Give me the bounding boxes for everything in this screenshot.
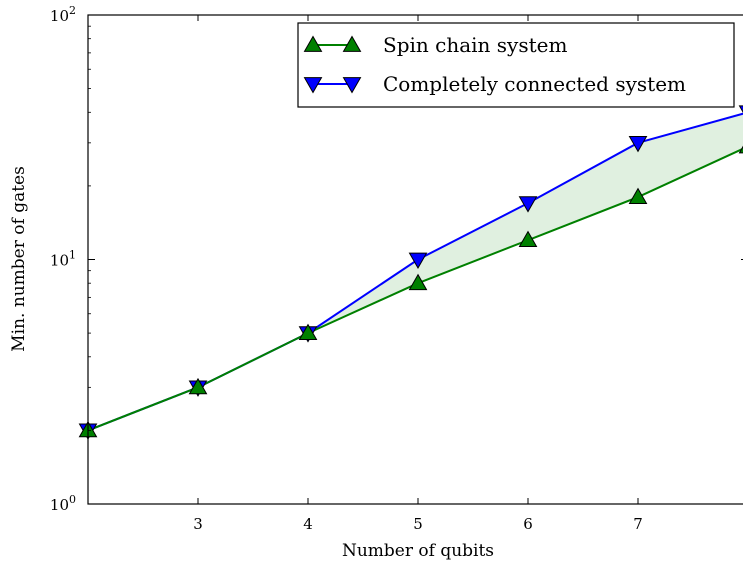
x-tick-label: 7	[633, 515, 643, 533]
x-tick-label: 3	[193, 515, 203, 533]
x-axis-label: Number of qubits	[342, 541, 494, 561]
x-tick-label: 6	[523, 515, 533, 533]
legend: Spin chain system Completely connected sy…	[297, 22, 735, 108]
data-point-spin-chain	[518, 230, 538, 248]
fill-between-polygon	[88, 113, 743, 431]
legend-marker	[342, 35, 362, 52]
y-tick-label: 101	[50, 249, 76, 270]
y-axis-label: Min. number of gates	[9, 166, 29, 352]
y-tick-label: 100	[50, 493, 76, 514]
fill-between-area	[88, 113, 743, 431]
data-point-completely-connected	[738, 105, 743, 114]
data-point-spin-chain	[408, 273, 428, 291]
legend-marker	[342, 77, 362, 94]
x-tick-label: 4	[303, 515, 313, 533]
data-point-spin-chain	[628, 187, 648, 204]
legend-label: Spin chain system	[383, 33, 567, 57]
data-point-completely-connected	[408, 252, 428, 270]
legend-label: Completely connected system	[383, 72, 686, 96]
data-point-spin-chain	[298, 323, 318, 340]
data-point-completely-connected	[628, 135, 648, 153]
y-tick-label: 102	[50, 4, 76, 25]
axis-ticks: 3 4 5 6 7 100 101 102	[50, 4, 743, 533]
x-tick-label: 5	[413, 515, 423, 533]
legend-box	[297, 22, 735, 108]
series-markers	[78, 105, 743, 440]
legend-marker	[303, 77, 323, 94]
data-point-spin-chain	[738, 145, 743, 154]
data-point-completely-connected	[518, 196, 538, 213]
legend-marker	[303, 35, 323, 52]
data-point-spin-chain	[188, 377, 208, 395]
